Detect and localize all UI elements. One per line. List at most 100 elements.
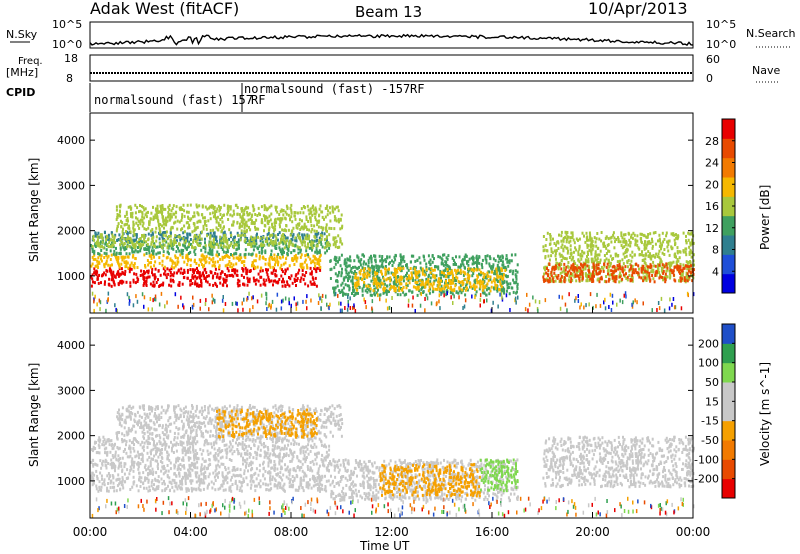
power-echo-cell (176, 227, 179, 231)
power-echo-cell (449, 287, 452, 291)
power-speckle-cell (306, 294, 308, 299)
power-echo-cell (290, 251, 293, 255)
power-speckle-cell (471, 294, 473, 299)
velocity-echo-cell (308, 483, 311, 487)
power-echo-cell (96, 259, 99, 263)
power-echo-cell (315, 244, 318, 248)
power-echo-cell (202, 245, 205, 249)
power-echo-cell (648, 274, 651, 278)
power-echo-cell (335, 256, 338, 260)
power-echo-cell (448, 279, 450, 282)
power-echo-cell (377, 266, 380, 270)
power-echo-cell (469, 282, 472, 286)
power-echo-cell (564, 272, 567, 276)
power-echo-cell (619, 271, 622, 275)
power-echo-cell (432, 282, 435, 286)
power-echo-cell (236, 247, 239, 251)
power-echo-cell (508, 292, 511, 296)
power-speckle-cell (411, 303, 414, 308)
power-echo-cell (119, 238, 122, 242)
power-echo-cell (179, 253, 182, 257)
power-echo-cell (112, 270, 115, 274)
power-speckle-cell (663, 308, 666, 313)
power-speckle-cell (376, 293, 379, 298)
power-echo-cell (350, 270, 353, 274)
power-echo-cell (667, 261, 670, 265)
power-echo-cell (229, 244, 232, 248)
power-echo-cell (161, 231, 164, 235)
power-echo-cell (441, 258, 444, 262)
power-echo-cell (665, 269, 668, 273)
power-echo-cell (312, 241, 315, 245)
power-echo-cell (164, 230, 167, 234)
power-speckle-cell (611, 293, 614, 298)
power-echo-cell (278, 242, 281, 246)
velocity-echo-cell (115, 478, 118, 482)
power-echo-cell (147, 263, 150, 267)
power-echo-cell (91, 247, 94, 251)
power-echo-cell (151, 284, 154, 288)
power-echo-cell (658, 256, 661, 260)
power-echo-cell (287, 244, 290, 248)
power-echo-cell (628, 268, 631, 272)
power-echo-cell (458, 271, 460, 275)
power-speckle-cell (604, 306, 607, 311)
power-echo-cell (393, 289, 396, 292)
power-echo-cell (452, 274, 455, 278)
power-echo-cell (602, 244, 605, 248)
power-echo-cell (576, 264, 579, 268)
power-echo-cell (460, 263, 462, 267)
power-echo-cell (212, 228, 215, 232)
power-echo-cell (252, 221, 255, 225)
power-echo-cell (492, 257, 495, 261)
power-speckle-cell (222, 308, 225, 313)
velocity-echo-cell (276, 454, 279, 458)
power-echo-cell (284, 241, 287, 245)
power-echo-cell (264, 206, 267, 210)
power-echo-cell (211, 253, 214, 257)
power-echo-cell (212, 256, 215, 260)
power-speckle-cell (430, 301, 433, 306)
power-echo-cell (608, 277, 611, 281)
power-echo-cell (378, 293, 381, 297)
power-echo-cell (165, 234, 168, 238)
power-echo-cell (222, 226, 225, 230)
power-echo-cell (397, 275, 399, 279)
power-echo-cell (219, 213, 222, 216)
power-echo-cell (478, 268, 481, 272)
power-echo-cell (463, 271, 466, 275)
power-echo-cell (200, 281, 203, 285)
power-speckle-cell (270, 305, 272, 310)
power-echo-cell (429, 287, 432, 291)
power-echo-cell (501, 281, 504, 285)
power-echo-cell (192, 270, 195, 273)
power-echo-cell (358, 265, 360, 269)
power-echo-cell (462, 273, 465, 277)
power-echo-cell (551, 279, 554, 283)
power-echo-cell (142, 283, 145, 287)
power-echo-cell (115, 252, 118, 256)
power-echo-cell (133, 250, 136, 254)
power-echo-cell (203, 216, 206, 220)
power-echo-cell (393, 273, 396, 277)
power-echo-cell (556, 262, 559, 266)
velocity-echo-cell (290, 442, 293, 446)
power-echo-cell (301, 273, 304, 277)
power-echo-cell (623, 240, 626, 244)
power-echo-cell (471, 286, 474, 290)
power-echo-cell (272, 232, 275, 236)
velocity-echo-cell (293, 476, 296, 480)
power-echo-cell (501, 276, 504, 280)
power-echo-cell (319, 253, 322, 257)
power-speckle-cell (501, 295, 503, 300)
power-colorbar-swatch (722, 273, 735, 294)
power-echo-cell (425, 262, 428, 266)
power-echo-cell (646, 270, 649, 274)
power-echo-cell (237, 240, 240, 244)
power-echo-cell (680, 274, 683, 278)
power-echo-cell (260, 205, 263, 209)
power-echo-cell (646, 242, 649, 246)
power-echo-cell (167, 213, 170, 217)
power-echo-cell (570, 231, 573, 235)
power-echo-cell (104, 273, 107, 277)
